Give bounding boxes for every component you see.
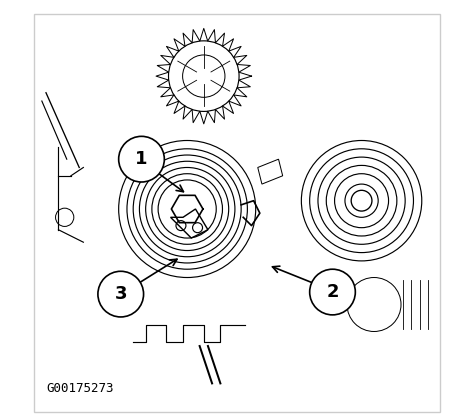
Text: 1: 1 (135, 150, 148, 168)
Text: 3: 3 (115, 285, 127, 303)
Circle shape (98, 271, 144, 317)
Text: G00175273: G00175273 (46, 382, 113, 395)
Text: 2: 2 (326, 283, 339, 301)
Circle shape (118, 136, 164, 182)
Circle shape (310, 269, 356, 315)
